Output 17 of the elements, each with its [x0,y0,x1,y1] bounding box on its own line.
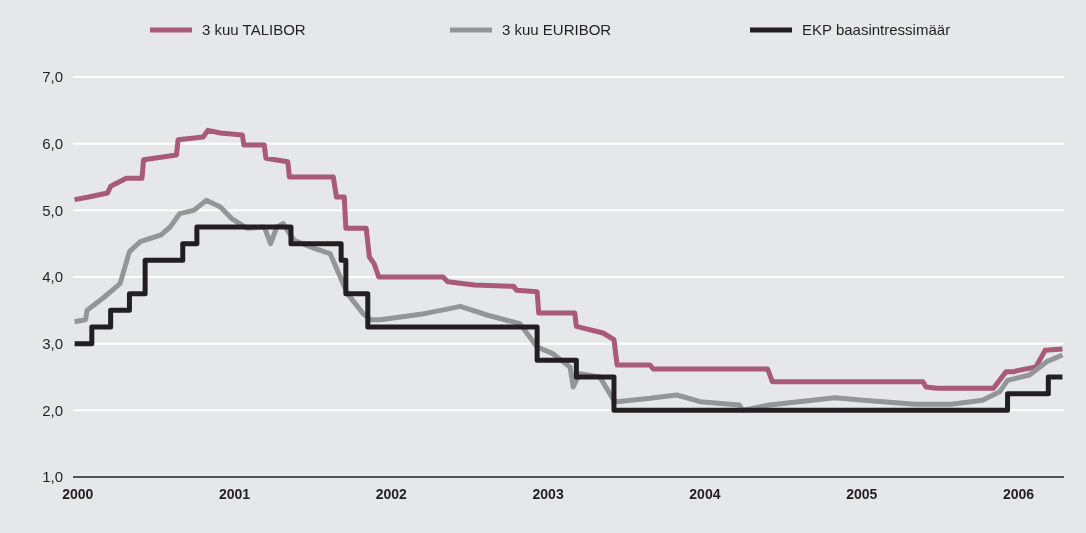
y-tick-label: 1,0 [42,468,63,486]
legend-label: 3 kuu TALIBOR [202,21,306,39]
legend-label: 3 kuu EURIBOR [502,21,612,39]
y-tick-label: 3,0 [42,334,63,352]
y-tick-label: 5,0 [42,201,63,219]
x-tick-label: 2002 [375,486,408,502]
y-tick-label: 7,0 [42,68,63,86]
x-tick-label: 2003 [532,486,564,502]
y-tick-label: 4,0 [42,268,63,286]
x-tick-label: 2001 [218,486,251,502]
x-tick-label: 2000 [62,486,94,502]
y-tick-label: 2,0 [42,401,63,419]
x-tick-label: 2005 [846,486,878,502]
x-tick-label: 2006 [1002,486,1035,502]
x-tick-label: 2004 [689,486,721,502]
legend-label: EKP baasintressimäär [802,21,951,39]
y-tick-label: 6,0 [42,134,63,152]
